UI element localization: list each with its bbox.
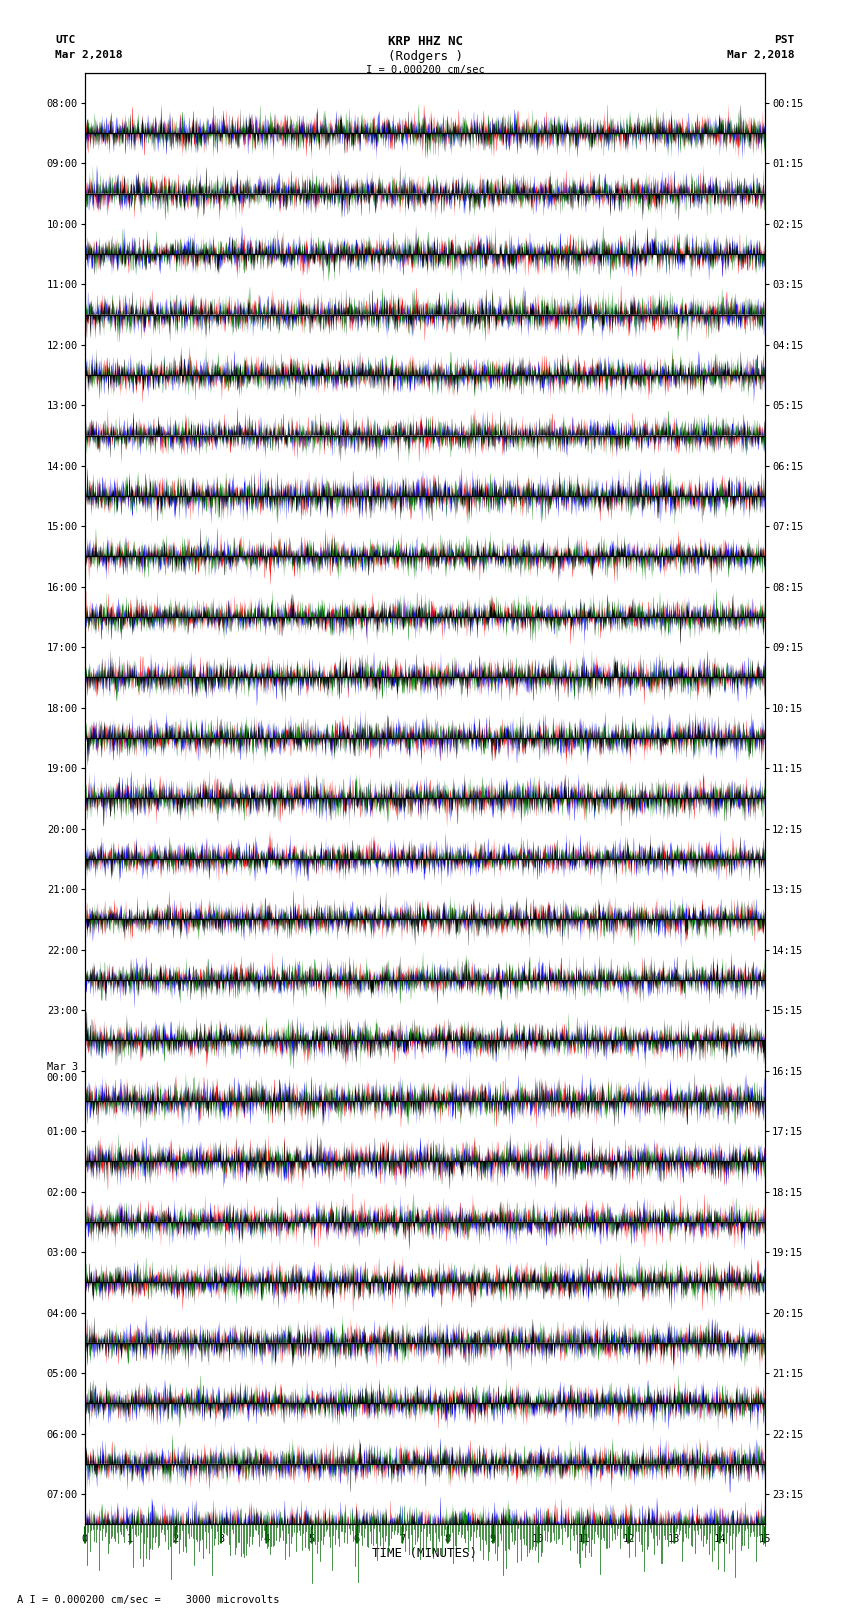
Text: KRP HHZ NC: KRP HHZ NC [388,35,462,48]
Text: A I = 0.000200 cm/sec =    3000 microvolts: A I = 0.000200 cm/sec = 3000 microvolts [17,1595,280,1605]
X-axis label: TIME (MINUTES): TIME (MINUTES) [372,1547,478,1560]
Text: UTC: UTC [55,35,76,45]
Text: Mar 2,2018: Mar 2,2018 [55,50,122,60]
Text: Mar 2,2018: Mar 2,2018 [728,50,795,60]
Text: PST: PST [774,35,795,45]
Text: (Rodgers ): (Rodgers ) [388,50,462,63]
Text: I = 0.000200 cm/sec: I = 0.000200 cm/sec [366,65,484,74]
